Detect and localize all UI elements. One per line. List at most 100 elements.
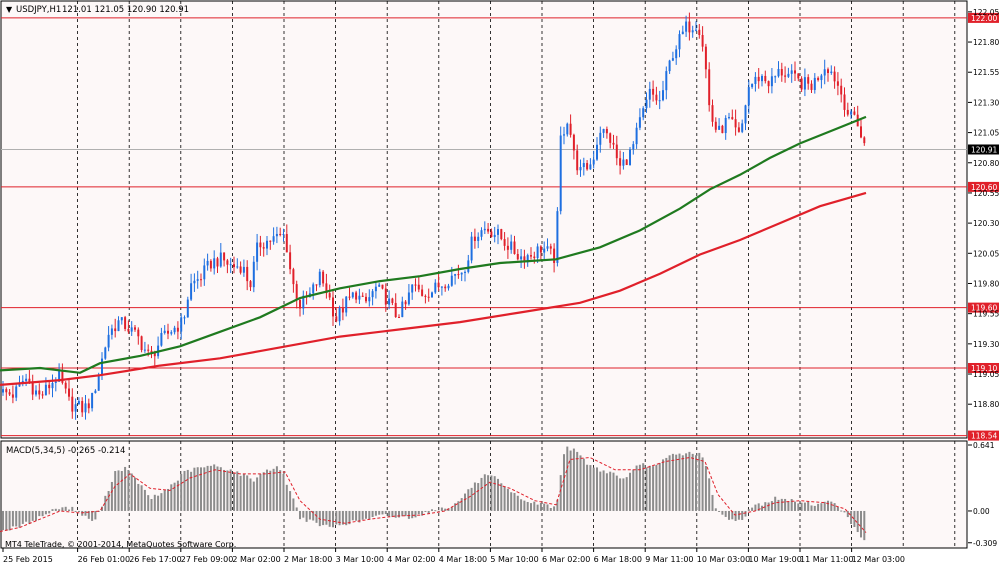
candle-body (724, 117, 727, 134)
candle-body (794, 70, 796, 74)
candle-body (127, 328, 130, 332)
macd-bar (266, 469, 268, 511)
macd-bar (632, 469, 635, 511)
macd-bar (648, 465, 651, 511)
candle-body (41, 394, 44, 396)
candle-body (780, 68, 783, 76)
macd-bar (374, 510, 377, 516)
macd-bar (701, 457, 704, 511)
vertical-grid (77, 1, 956, 548)
macd-bar (767, 502, 770, 511)
macd-bar (229, 469, 232, 511)
level-label: 120.60 (971, 183, 997, 192)
candle-body (84, 403, 87, 413)
macd-bar (510, 492, 513, 511)
macd-bar (163, 490, 166, 511)
candle-body (378, 284, 381, 287)
candle-body (351, 292, 354, 298)
candle-body (348, 296, 351, 298)
candle-body (325, 283, 328, 294)
macd-bar (576, 451, 579, 511)
macd-bar (497, 478, 499, 511)
macd-bar (332, 510, 334, 528)
candle-body (61, 370, 64, 383)
macd-bar (516, 495, 519, 511)
candle-body (8, 392, 11, 395)
macd-bar (200, 467, 202, 511)
macd-bar (543, 503, 546, 511)
candle-body (48, 384, 51, 389)
candle-body (803, 77, 806, 90)
candle-body (665, 71, 668, 91)
macd-bar (761, 505, 763, 511)
svg-text:▼: ▼ (6, 5, 13, 14)
price-tick-label: 120.80 (973, 159, 999, 168)
macd-bar (668, 455, 671, 511)
price-tick-label: 120.30 (973, 219, 999, 228)
macd-histogram (0, 446, 867, 541)
macd-bar (381, 510, 384, 515)
candle-body (335, 316, 338, 322)
macd-bar (520, 499, 523, 511)
candle-body (774, 76, 777, 78)
macd-bar (678, 453, 681, 511)
macd-bar (239, 475, 242, 511)
macd-bar (490, 475, 493, 511)
ohlc-values: 121.01 121.05 120.90 120.91 (62, 5, 189, 15)
macd-bar (549, 507, 552, 511)
candle-body (790, 70, 793, 74)
macd-bar (384, 510, 387, 514)
candle-body (312, 284, 315, 294)
macd-bar (186, 469, 189, 511)
candle-body (483, 228, 486, 231)
macd-bar (605, 473, 608, 511)
macd-bar (553, 506, 556, 511)
candle-body (596, 144, 598, 160)
price-tick-label: 121.05 (973, 129, 999, 138)
candle-body (698, 29, 701, 36)
macd-bar (124, 466, 127, 511)
candle-body (520, 256, 523, 260)
macd-bar (226, 470, 229, 511)
candle-body (91, 393, 94, 409)
macd-bar (351, 510, 354, 521)
candle-body (734, 119, 737, 128)
candle-body (58, 370, 61, 382)
macd-bar (477, 483, 480, 511)
candle-body (836, 81, 839, 86)
macd-bar (612, 472, 615, 511)
candle-body (361, 295, 364, 297)
macd-bar (193, 467, 196, 511)
candle-body (655, 94, 658, 101)
macd-bar (15, 510, 18, 527)
macd-bar (417, 510, 420, 515)
macd-bar (388, 510, 391, 517)
macd-bar (285, 484, 288, 511)
candle-body (721, 125, 724, 134)
macd-bar (295, 507, 298, 511)
candle-body (341, 308, 344, 313)
candle-body (289, 252, 292, 270)
macd-bar (823, 501, 826, 511)
macd-bar (685, 453, 688, 511)
candle-body (223, 252, 226, 261)
candle-body (315, 284, 318, 286)
macd-bar (635, 465, 638, 511)
macd-bar (25, 510, 28, 522)
macd-bar (28, 510, 31, 524)
candle-body (566, 123, 569, 135)
candle-body (266, 240, 268, 249)
macd-bar (394, 510, 397, 518)
macd-bar (714, 508, 717, 511)
candle-body (533, 256, 536, 258)
macd-bar (31, 510, 34, 521)
macd-bar (64, 506, 67, 511)
candle-body (25, 378, 28, 381)
macd-bar (143, 489, 146, 511)
candle-body (374, 286, 377, 292)
candle-body (470, 236, 473, 261)
candle-body (563, 134, 565, 136)
macd-bar (447, 508, 450, 511)
